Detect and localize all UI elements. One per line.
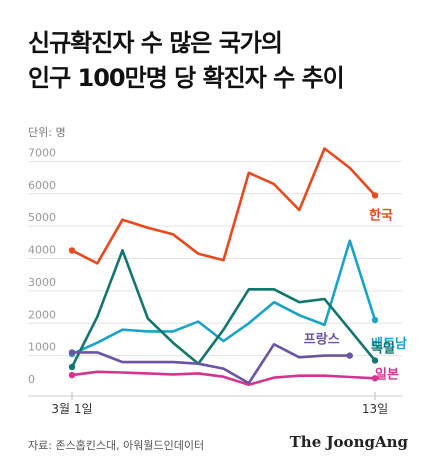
series-label: 독일 — [371, 341, 395, 356]
y-tick-label: 3000 — [28, 276, 56, 289]
series-label: 베트남 — [371, 336, 407, 352]
series-end-point — [371, 357, 379, 364]
y-tick-labels: 0 1000 2000 3000 4000 5000 6000 7000 — [28, 146, 56, 386]
y-tick-label: 7000 — [28, 146, 56, 159]
series-line — [71, 239, 377, 356]
y-tick-label: 2000 — [28, 308, 56, 321]
series-lines — [68, 147, 379, 387]
series-label: 한국 — [369, 207, 393, 223]
title-line-2: 인구 100만명 당 확진자 수 추이 — [28, 64, 345, 92]
source-note: 자료: 존스홉킨스대, 아워월드인데이터 — [28, 439, 205, 452]
series-start-point — [68, 349, 76, 356]
y-tick-label: 0 — [28, 373, 35, 386]
series-end-point — [371, 316, 379, 324]
series-end-point — [371, 192, 379, 199]
y-tick-label: 5000 — [28, 211, 56, 224]
series-start-point — [68, 247, 76, 254]
series-end-point — [371, 375, 379, 382]
x-tick-label-start: 3월 1일 — [51, 402, 92, 416]
series-line — [72, 343, 350, 385]
x-tick-label-end: 13일 — [362, 402, 388, 416]
y-axis-unit-label: 단위: 명 — [28, 126, 66, 139]
series-line — [71, 370, 376, 387]
y-tick-label: 4000 — [28, 244, 56, 257]
series-line — [71, 147, 376, 265]
title-line-1: 신규확진자 수 많은 국가의 — [28, 29, 283, 57]
publisher-logo: The JoongAng — [289, 433, 408, 451]
chart-title: 신규확진자 수 많은 국가의 인구 100만명 당 확진자 수 추이 — [28, 26, 418, 96]
series-start-point — [68, 371, 76, 379]
series-label: 일본 — [375, 367, 399, 382]
series-end-point — [346, 352, 353, 359]
series-start-point — [68, 363, 76, 371]
series-label: 프랑스 — [304, 333, 340, 348]
x-axis: 3월 1일 13일 — [28, 392, 402, 416]
series-line — [70, 249, 377, 368]
y-tick-label: 6000 — [28, 179, 56, 192]
y-tick-label: 1000 — [28, 341, 56, 354]
